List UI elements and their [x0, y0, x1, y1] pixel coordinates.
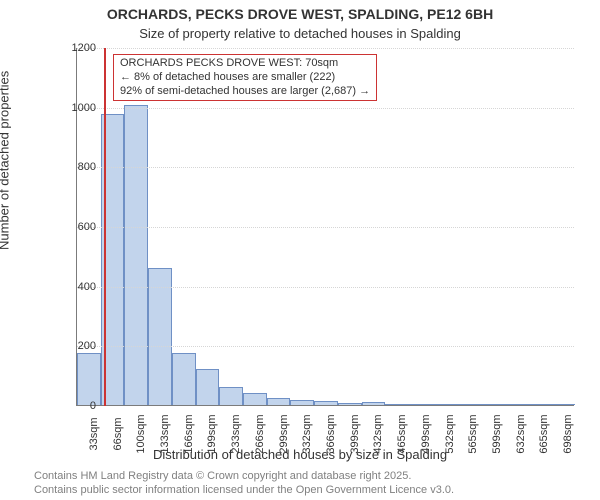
x-tick-label: 665sqm: [538, 414, 550, 453]
histogram-bar: [551, 404, 575, 405]
x-tick-label: 299sqm: [278, 414, 290, 453]
x-tick-label: 432sqm: [372, 414, 384, 453]
y-tick-label: 1000: [56, 102, 96, 114]
annotation-line-2: ← 8% of detached houses are smaller (222…: [120, 71, 370, 85]
reference-line: [104, 48, 106, 406]
x-tick-label: 233sqm: [230, 414, 242, 453]
x-tick-label: 499sqm: [420, 414, 432, 453]
x-tick-label: 33sqm: [88, 417, 100, 450]
footer-line-2: Contains public sector information licen…: [34, 484, 454, 496]
footer-line-1: Contains HM Land Registry data © Crown c…: [34, 470, 411, 482]
histogram-bar: [504, 404, 528, 405]
x-tick-label: 698sqm: [562, 414, 574, 453]
gridline: [77, 48, 574, 49]
histogram-bar: [528, 404, 552, 405]
x-tick-label: 565sqm: [467, 414, 479, 453]
gridline: [77, 346, 574, 347]
chart-title: ORCHARDS, PECKS DROVE WEST, SPALDING, PE…: [0, 6, 600, 22]
x-tick-label: 266sqm: [254, 414, 266, 453]
histogram-bar: [480, 404, 504, 405]
histogram-bar: [456, 404, 480, 405]
annotation-line-1: ORCHARDS PECKS DROVE WEST: 70sqm: [120, 57, 370, 71]
x-tick-label: 632sqm: [515, 414, 527, 453]
histogram-bar: [77, 353, 101, 405]
x-tick-label: 599sqm: [491, 414, 503, 453]
chart-container: { "title_line1": "ORCHARDS, PECKS DROVE …: [0, 0, 600, 500]
y-tick-label: 0: [56, 400, 96, 412]
gridline: [77, 167, 574, 168]
annotation-line-3: 92% of semi-detached houses are larger (…: [120, 85, 370, 99]
histogram-bar: [409, 404, 433, 405]
x-tick-label: 66sqm: [112, 417, 124, 450]
annotation-box: ORCHARDS PECKS DROVE WEST: 70sqm ← 8% of…: [113, 54, 377, 101]
histogram-bar: [196, 369, 220, 405]
y-tick-label: 800: [56, 161, 96, 173]
chart-subtitle: Size of property relative to detached ho…: [0, 26, 600, 41]
histogram-bar: [385, 404, 409, 405]
x-tick-label: 100sqm: [135, 414, 147, 453]
x-tick-label: 366sqm: [325, 414, 337, 453]
gridline: [77, 227, 574, 228]
histogram-bar: [290, 400, 314, 405]
gridline: [77, 108, 574, 109]
histogram-bar: [362, 402, 386, 405]
y-tick-label: 1200: [56, 42, 96, 54]
histogram-bar: [172, 353, 196, 405]
histogram-bar: [243, 393, 267, 405]
histogram-bar: [148, 268, 172, 405]
x-tick-label: 166sqm: [183, 414, 195, 453]
y-tick-label: 400: [56, 281, 96, 293]
y-axis-label: Number of detached properties: [0, 71, 12, 250]
x-tick-label: 465sqm: [396, 414, 408, 453]
histogram-bar: [124, 105, 148, 405]
x-tick-label: 532sqm: [444, 414, 456, 453]
histogram-bar: [338, 403, 362, 405]
x-tick-label: 133sqm: [159, 414, 171, 453]
y-tick-label: 200: [56, 340, 96, 352]
x-tick-label: 332sqm: [301, 414, 313, 453]
x-tick-label: 399sqm: [349, 414, 361, 453]
histogram-bar: [433, 404, 457, 405]
histogram-bar: [267, 398, 291, 405]
histogram-bar: [314, 401, 338, 405]
x-tick-label: 199sqm: [206, 414, 218, 453]
histogram-bar: [219, 387, 243, 405]
plot-area: ORCHARDS PECKS DROVE WEST: 70sqm ← 8% of…: [76, 48, 574, 406]
y-tick-label: 600: [56, 221, 96, 233]
gridline: [77, 287, 574, 288]
